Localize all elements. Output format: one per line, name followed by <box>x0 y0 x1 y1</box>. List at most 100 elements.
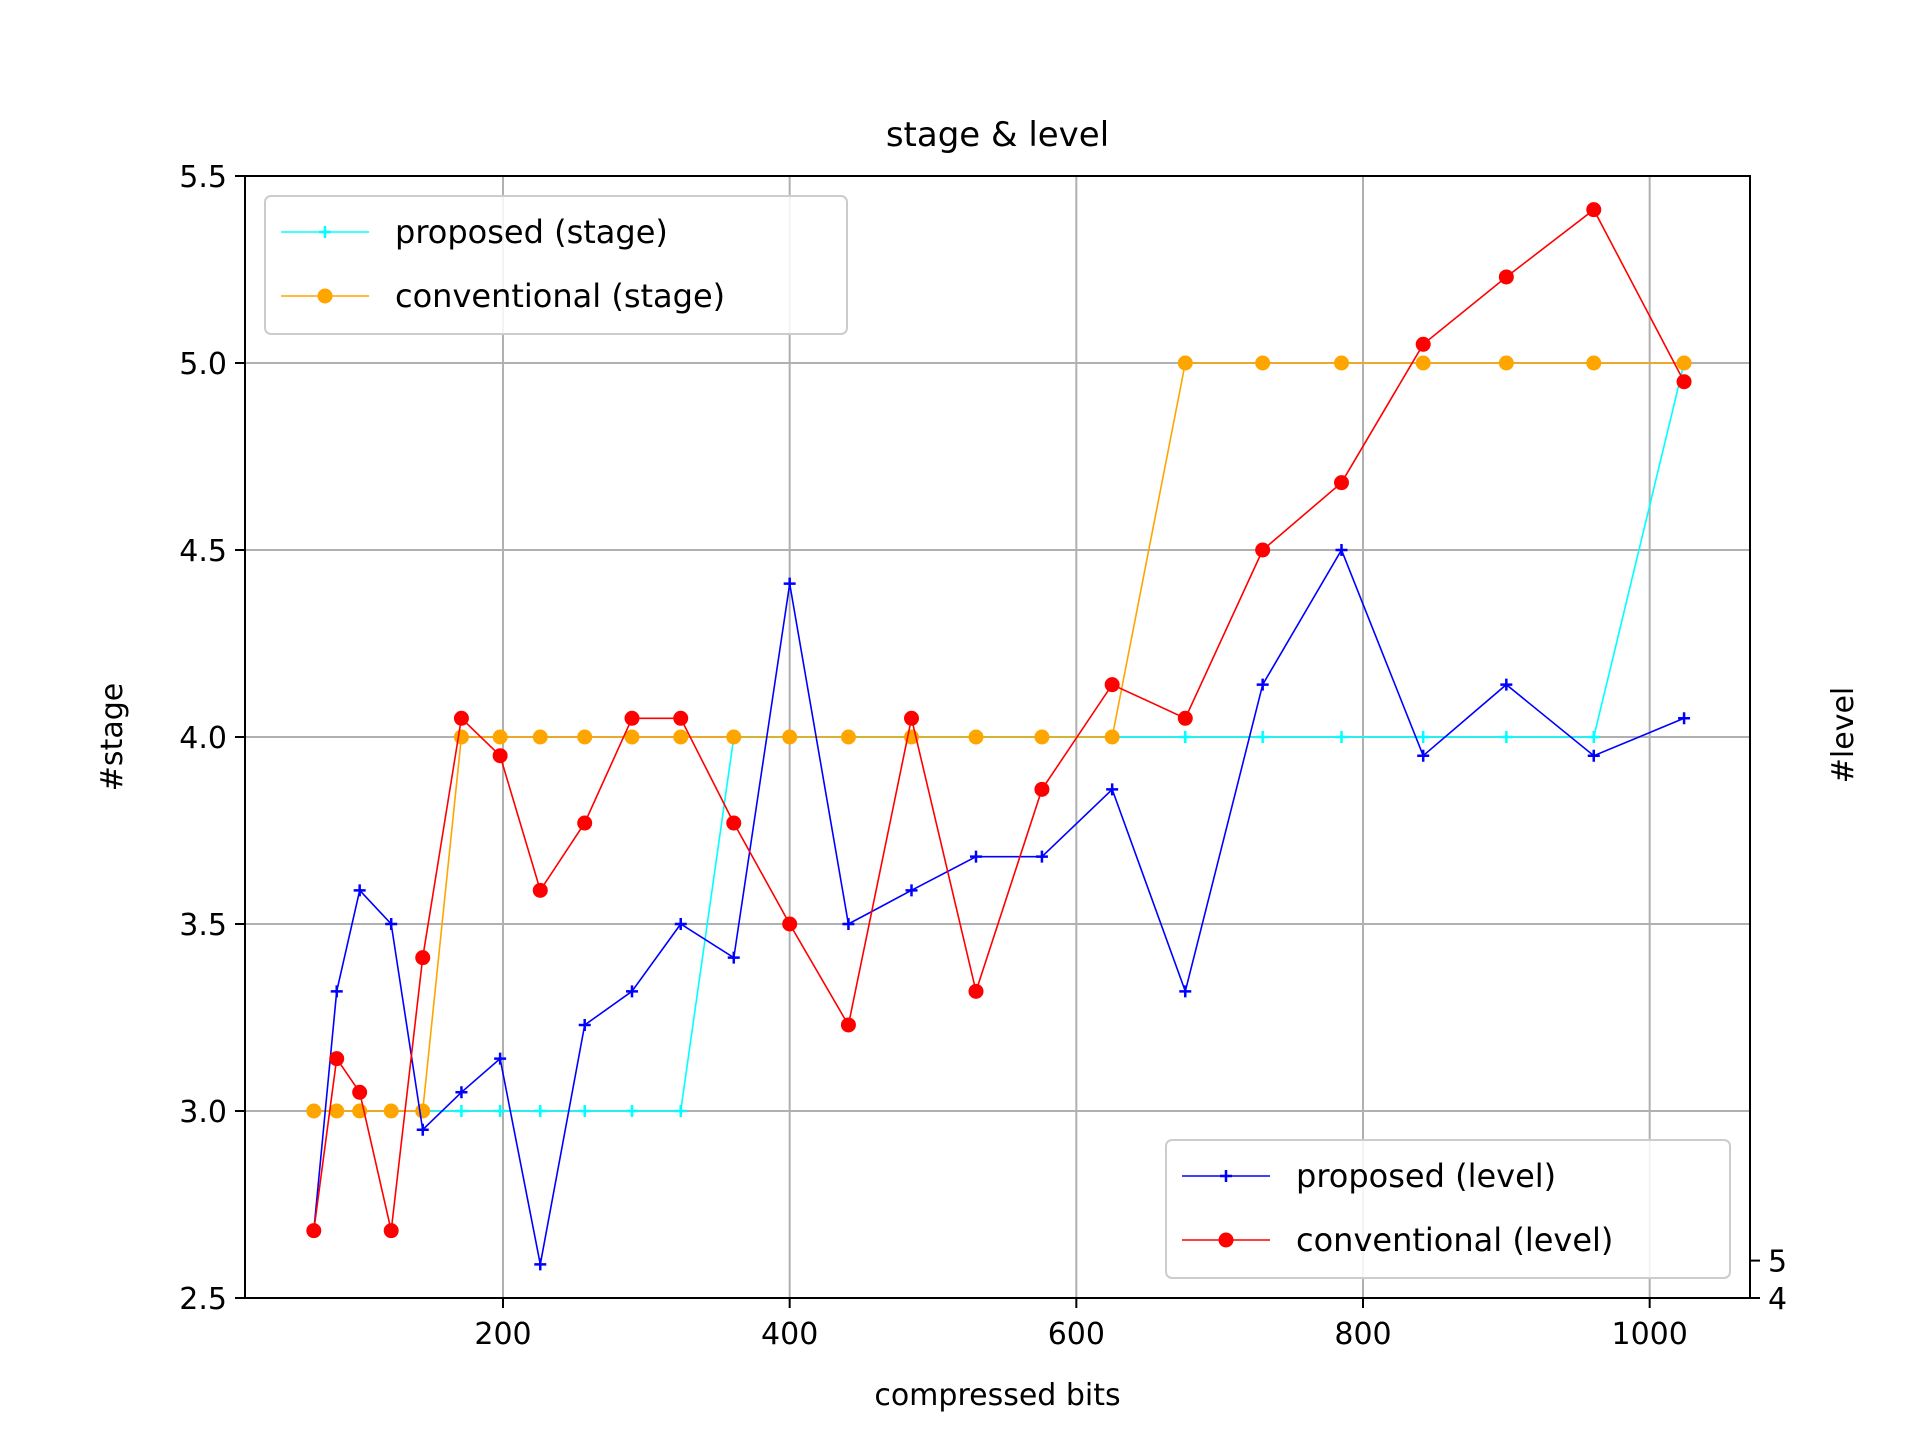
data-point <box>1498 269 1514 285</box>
data-point <box>416 1123 429 1136</box>
legend-box <box>1165 1139 1731 1279</box>
legend-stage: proposed (stage) conventional (stage) <box>264 195 848 335</box>
y-tick-label: 3.0 <box>179 1095 227 1130</box>
data-point <box>624 729 640 745</box>
y-tick-label: 4.5 <box>179 534 227 569</box>
data-point <box>532 882 548 898</box>
y-tick-label: 3.5 <box>179 908 227 943</box>
legend-label: conventional (stage) <box>395 277 725 315</box>
data-point <box>1256 731 1269 743</box>
legend-swatch-marker <box>317 288 333 304</box>
x-tick-label: 600 <box>1048 1317 1105 1352</box>
legend-item-proposed-stage: proposed (stage) <box>281 213 668 251</box>
data-point <box>1256 678 1269 691</box>
data-point <box>577 729 593 745</box>
y-tick-label: 5.5 <box>179 160 227 195</box>
data-point <box>1035 850 1048 863</box>
data-point <box>842 918 855 930</box>
data-point <box>578 1018 591 1031</box>
data-point <box>352 1084 368 1100</box>
data-point <box>534 1105 547 1117</box>
data-point <box>330 985 343 998</box>
data-point <box>1034 781 1050 797</box>
legend-label: proposed (level) <box>1296 1157 1556 1195</box>
series-conventional-stage <box>306 355 1692 1119</box>
data-point <box>1498 355 1514 371</box>
legend-swatch-marker <box>1218 1232 1234 1248</box>
axes: 200 400 600 800 1000 2.5 3.0 3.5 4.0 4.5 5.0 5.5 45 <box>179 160 1787 1352</box>
x-axis-label: compressed bits <box>874 1378 1120 1413</box>
data-point <box>329 1051 345 1067</box>
data-point <box>383 1103 399 1119</box>
data-point <box>306 1223 322 1239</box>
data-point <box>1586 202 1602 218</box>
data-point <box>674 1105 687 1117</box>
y-tick-label: 2.5 <box>179 1282 227 1317</box>
legend-swatch-marker <box>319 226 331 238</box>
legend-label: proposed (stage) <box>395 213 668 251</box>
data-point <box>453 710 469 726</box>
data-point <box>1334 355 1349 371</box>
data-point <box>673 729 689 745</box>
legend-item-proposed-level: proposed (level) <box>1182 1157 1556 1195</box>
data-point <box>840 729 856 745</box>
data-point <box>353 884 366 897</box>
data-point <box>1415 355 1431 371</box>
data-point <box>1586 355 1602 371</box>
x-tick-label: 800 <box>1334 1317 1391 1352</box>
legend-swatch-marker <box>1220 1170 1232 1182</box>
y-tick-label: 5.0 <box>179 347 227 382</box>
data-point <box>492 748 508 764</box>
legend-item-conventional-stage: conventional (stage) <box>281 277 725 315</box>
data-point <box>1255 355 1271 371</box>
legend-item-conventional-level: conventional (level) <box>1182 1221 1613 1259</box>
legend-box <box>264 195 848 335</box>
data-point <box>1334 475 1349 491</box>
data-point <box>782 729 798 745</box>
data-point <box>624 710 640 726</box>
series-layer <box>306 202 1692 1271</box>
data-point <box>306 1103 322 1119</box>
data-point <box>1255 542 1271 558</box>
data-point <box>1335 544 1348 556</box>
data-point <box>578 1105 591 1117</box>
data-point <box>415 1103 431 1119</box>
data-point <box>1177 710 1193 726</box>
x-tick-label: 400 <box>761 1317 818 1352</box>
data-point <box>726 815 742 831</box>
data-point <box>905 884 918 897</box>
legend-level: proposed (level) conventional (level) <box>1165 1139 1731 1279</box>
data-point <box>674 918 687 930</box>
data-point <box>968 983 984 999</box>
data-point <box>1415 336 1431 352</box>
data-point <box>492 729 508 745</box>
data-point <box>968 729 984 745</box>
data-point <box>455 1086 468 1099</box>
y-axis-label-stage: #stage <box>95 683 130 791</box>
data-point <box>1500 678 1513 691</box>
data-point <box>626 985 638 998</box>
data-point <box>1676 355 1692 371</box>
data-point <box>494 1105 507 1117</box>
data-point <box>1678 712 1691 725</box>
data-point <box>532 729 548 745</box>
data-point <box>1417 749 1430 762</box>
data-point <box>726 729 742 745</box>
data-point <box>494 1052 507 1065</box>
data-point <box>782 916 798 932</box>
data-point <box>1335 731 1348 743</box>
data-point <box>1179 985 1192 998</box>
data-point <box>673 710 689 726</box>
series-proposed-level <box>307 544 1691 1271</box>
y-tick-label: 4.0 <box>179 721 227 756</box>
data-point <box>1106 783 1119 796</box>
data-point <box>626 1105 638 1117</box>
data-point <box>1676 374 1692 390</box>
legend-label: conventional (level) <box>1296 1221 1613 1259</box>
data-point <box>1104 729 1120 745</box>
data-point <box>1417 731 1430 743</box>
data-point <box>577 815 593 831</box>
data-point <box>783 577 796 590</box>
data-point <box>840 1017 856 1033</box>
